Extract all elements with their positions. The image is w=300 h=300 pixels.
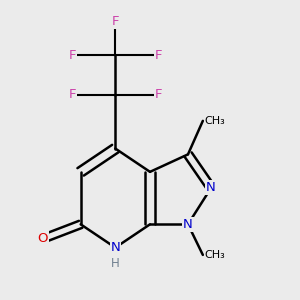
Text: O: O bbox=[38, 232, 48, 245]
Text: H: H bbox=[111, 257, 120, 270]
Text: N: N bbox=[110, 241, 120, 254]
Text: F: F bbox=[69, 49, 76, 62]
Text: F: F bbox=[69, 88, 76, 101]
Text: N: N bbox=[183, 218, 193, 231]
Text: F: F bbox=[154, 49, 162, 62]
Text: CH₃: CH₃ bbox=[205, 116, 225, 126]
Text: CH₃: CH₃ bbox=[205, 250, 225, 260]
Text: N: N bbox=[206, 182, 216, 194]
Text: F: F bbox=[154, 88, 162, 101]
Text: F: F bbox=[112, 15, 119, 28]
